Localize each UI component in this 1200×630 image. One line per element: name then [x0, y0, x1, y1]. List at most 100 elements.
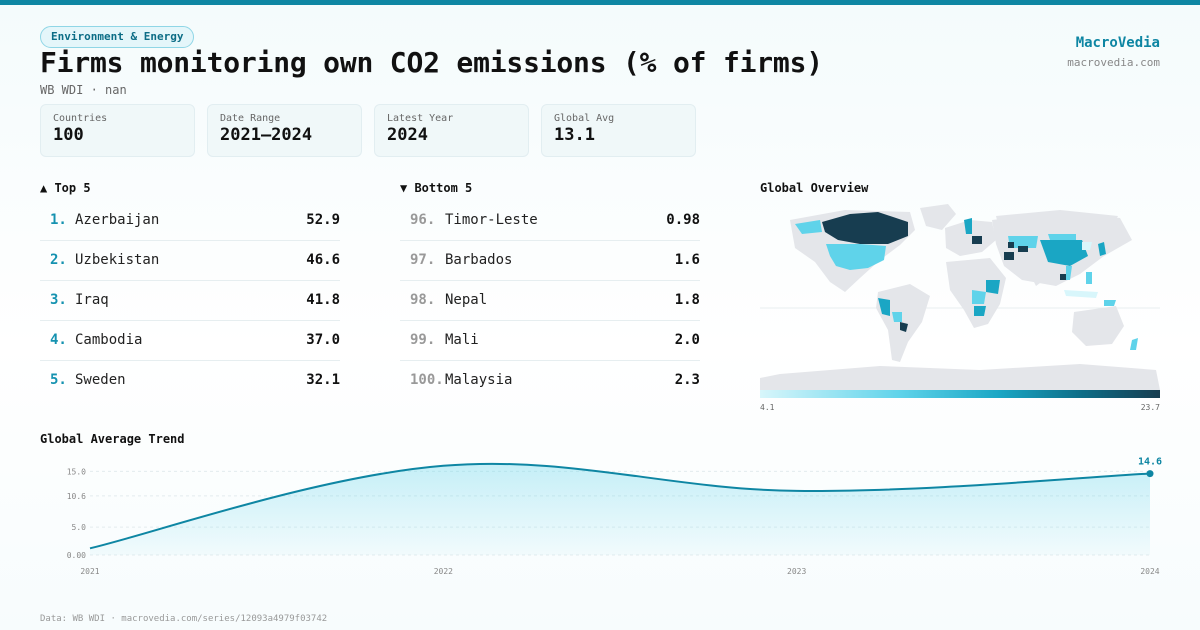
map-region-alaska[interactable]	[795, 220, 822, 234]
map-country-new-zealand[interactable]	[1130, 338, 1138, 350]
map-country-usa[interactable]	[826, 244, 886, 270]
stat-card-countries: Countries 100	[40, 104, 195, 157]
world-map[interactable]	[760, 200, 1160, 390]
y-tick-label: 5.0	[72, 523, 87, 532]
brand-logo[interactable]: MacroVedia	[1075, 35, 1160, 51]
country-name: Barbados	[445, 252, 513, 268]
map-country-uzbekistan[interactable]	[1018, 246, 1028, 252]
map-country-iraq[interactable]	[1004, 252, 1014, 260]
map-country-zambia[interactable]	[974, 306, 986, 316]
rank-number: 3.	[50, 292, 67, 308]
x-tick-label: 2024	[1140, 567, 1159, 576]
map-country-australia[interactable]	[1072, 306, 1124, 346]
map-country-canada[interactable]	[822, 212, 908, 244]
map-country-vietnam[interactable]	[1066, 266, 1072, 280]
map-country-bolivia[interactable]	[892, 312, 902, 322]
brand-url[interactable]: macrovedia.com	[1067, 56, 1160, 69]
page-title: Firms monitoring own CO2 emissions (% of…	[40, 46, 823, 79]
map-country-mongolia[interactable]	[1048, 234, 1076, 240]
country-value: 41.8	[306, 292, 340, 308]
country-value: 1.6	[674, 252, 700, 268]
map-country-india[interactable]	[1028, 262, 1046, 286]
map-country-peru[interactable]	[878, 298, 890, 316]
list-item[interactable]: 2. Uzbekistan 46.6	[40, 241, 340, 281]
footer-source: Data: WB WDI · macrovedia.com/series/120…	[40, 614, 328, 624]
map-country-sweden[interactable]	[964, 218, 972, 234]
list-item[interactable]: 5. Sweden 32.1	[40, 361, 340, 401]
stat-card-date-range: Date Range 2021–2024	[207, 104, 362, 157]
rank-number: 99.	[410, 332, 436, 348]
country-value: 0.98	[666, 212, 700, 228]
stat-card-latest-year: Latest Year 2024	[374, 104, 529, 157]
map-country-drc[interactable]	[972, 290, 986, 304]
trend-chart[interactable]: 0.00 5.0 10.6 15.0 2021 2022 2023 2024 14.6	[40, 455, 1170, 580]
map-heading: Global Overview	[760, 181, 869, 195]
stat-label: Countries	[53, 113, 108, 124]
list-item[interactable]: 97. Barbados 1.6	[400, 241, 700, 281]
map-region-europe[interactable]	[945, 220, 996, 256]
map-country-cambodia[interactable]	[1060, 274, 1066, 280]
rank-number: 4.	[50, 332, 67, 348]
country-value: 2.0	[674, 332, 700, 348]
top-accent-bar	[0, 0, 1200, 5]
list-item[interactable]: 3. Iraq 41.8	[40, 281, 340, 321]
country-value: 1.8	[674, 292, 700, 308]
country-name: Mali	[445, 332, 479, 348]
trend-series-line	[89, 462, 1151, 550]
country-value: 2.3	[674, 372, 700, 388]
map-country-greenland[interactable]	[920, 204, 956, 230]
rank-number: 96.	[410, 212, 436, 228]
trend-chart-svg: 0.00 5.0 10.6 15.0 2021 2022 2023 2024 14.6	[67, 457, 1162, 576]
list-item[interactable]: 4. Cambodia 37.0	[40, 321, 340, 361]
trend-end-point[interactable]	[1146, 470, 1154, 478]
map-region-png[interactable]	[1104, 300, 1116, 306]
stat-label: Date Range	[220, 113, 281, 124]
country-value: 32.1	[306, 372, 340, 388]
list-item[interactable]: 100. Malaysia 2.3	[400, 361, 700, 401]
map-country-azerbaijan[interactable]	[1008, 242, 1014, 248]
rank-number: 2.	[50, 252, 67, 268]
map-country-poland[interactable]	[972, 236, 982, 244]
stat-label: Global Avg	[554, 113, 615, 124]
country-name: Sweden	[75, 372, 126, 388]
legend-min-label: 4.1	[760, 403, 775, 412]
bottom5-list: 96. Timor-Leste 0.98 97. Barbados 1.6 98…	[400, 201, 700, 401]
page-subtitle: WB WDI · nan	[40, 83, 127, 97]
map-country-china[interactable]	[1040, 240, 1088, 266]
map-region-antarctica[interactable]	[760, 364, 1160, 390]
list-item[interactable]: 96. Timor-Leste 0.98	[400, 201, 700, 241]
top5-list: 1. Azerbaijan 52.9 2. Uzbekistan 46.6 3.…	[40, 201, 340, 401]
map-country-paraguay[interactable]	[900, 322, 908, 332]
trend-area-fill	[90, 463, 1150, 555]
country-name: Nepal	[445, 292, 488, 308]
stat-label: Latest Year	[387, 113, 454, 124]
country-name: Timor-Leste	[445, 212, 538, 228]
map-country-mongolia-east[interactable]	[1082, 242, 1092, 250]
legend-max-label: 23.7	[1140, 403, 1160, 412]
stat-value: 13.1	[554, 125, 595, 145]
list-item[interactable]: 98. Nepal 1.8	[400, 281, 700, 321]
trend-end-label: 14.6	[1138, 457, 1162, 468]
rank-number: 1.	[50, 212, 67, 228]
bottom5-heading: ▼ Bottom 5	[400, 181, 473, 195]
map-country-indonesia[interactable]	[1064, 290, 1098, 298]
stat-value: 2021–2024	[220, 125, 313, 145]
map-country-japan[interactable]	[1098, 242, 1106, 256]
x-tick-label: 2021	[80, 567, 99, 576]
list-item[interactable]: 99. Mali 2.0	[400, 321, 700, 361]
country-name: Azerbaijan	[75, 212, 160, 228]
x-tick-label: 2022	[434, 567, 453, 576]
country-value: 37.0	[306, 332, 340, 348]
map-country-kazakhstan[interactable]	[1008, 236, 1038, 248]
map-country-russia[interactable]	[996, 210, 1118, 232]
y-tick-label: 0.00	[67, 551, 86, 560]
rank-number: 100.	[410, 372, 444, 388]
map-color-legend	[760, 390, 1160, 398]
y-tick-label: 10.6	[67, 492, 86, 501]
country-value: 46.6	[306, 252, 340, 268]
map-country-philippines[interactable]	[1086, 272, 1092, 284]
map-country-ethiopia[interactable]	[986, 280, 1000, 294]
category-tag[interactable]: Environment & Energy	[40, 26, 195, 48]
stat-card-global-avg: Global Avg 13.1	[541, 104, 696, 157]
list-item[interactable]: 1. Azerbaijan 52.9	[40, 201, 340, 241]
